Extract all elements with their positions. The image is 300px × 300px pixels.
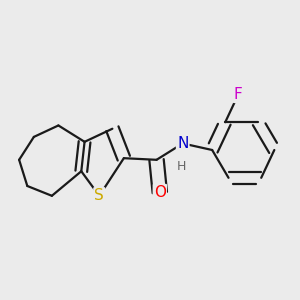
Text: F: F <box>234 87 243 102</box>
Text: O: O <box>154 185 166 200</box>
Text: H: H <box>176 160 186 173</box>
Text: S: S <box>94 188 104 203</box>
Text: N: N <box>177 136 188 151</box>
